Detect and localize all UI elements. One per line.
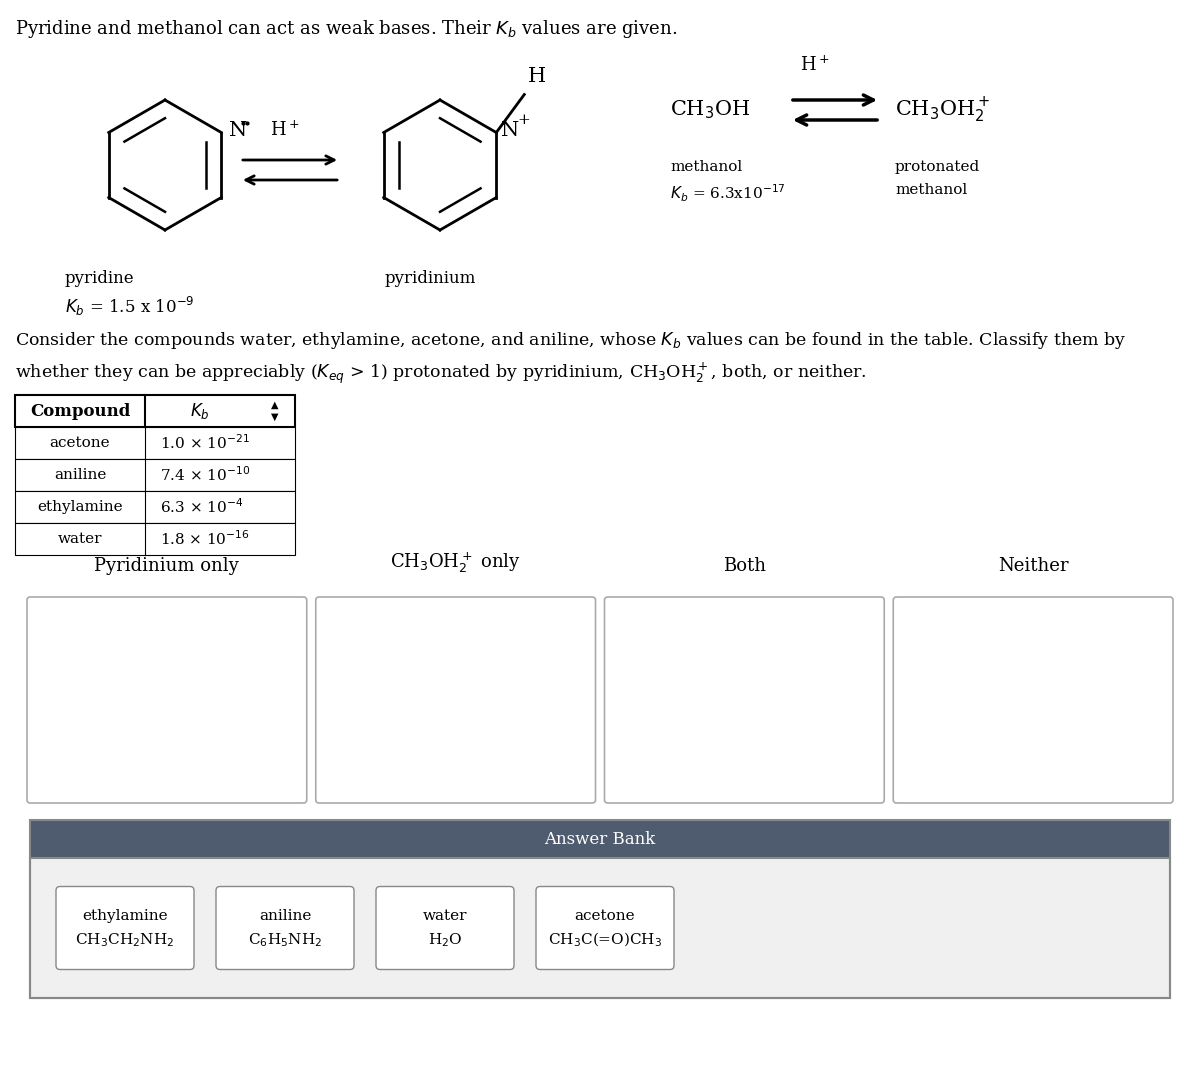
Text: N: N	[502, 121, 520, 140]
Text: acetone: acetone	[49, 435, 110, 450]
FancyBboxPatch shape	[893, 597, 1174, 803]
Bar	[14, 427, 295, 459]
Text: CH$_3$C(=O)CH$_3$: CH$_3$C(=O)CH$_3$	[548, 931, 662, 949]
Text: 6.3 × 10$^{-4}$: 6.3 × 10$^{-4}$	[160, 497, 244, 516]
Text: CH$_3$OH$_2^+$ only: CH$_3$OH$_2^+$ only	[390, 551, 521, 574]
Text: H$^+$: H$^+$	[270, 121, 300, 140]
Text: CH$_3$OH: CH$_3$OH	[670, 99, 750, 122]
FancyBboxPatch shape	[605, 597, 884, 803]
Text: ethylamine: ethylamine	[82, 909, 168, 923]
Text: pyridine: pyridine	[65, 270, 134, 287]
Text: ▼: ▼	[271, 412, 278, 421]
Text: +: +	[517, 114, 530, 127]
Text: CH$_3$OH$_2^+$: CH$_3$OH$_2^+$	[895, 96, 990, 125]
Text: water: water	[422, 909, 467, 923]
Text: $K_b$ = 1.5 x 10$^{-9}$: $K_b$ = 1.5 x 10$^{-9}$	[65, 295, 194, 318]
Text: Neither: Neither	[998, 557, 1068, 574]
Text: 7.4 × 10$^{-10}$: 7.4 × 10$^{-10}$	[160, 466, 250, 484]
Bar	[14, 395, 295, 427]
Bar	[14, 491, 295, 523]
Text: CH$_3$CH$_2$NH$_2$: CH$_3$CH$_2$NH$_2$	[76, 931, 175, 949]
FancyBboxPatch shape	[536, 886, 674, 970]
Text: methanol: methanol	[895, 184, 967, 197]
Text: Pyridinium only: Pyridinium only	[95, 557, 239, 574]
Text: H$_2$O: H$_2$O	[427, 931, 462, 949]
Text: aniline: aniline	[259, 909, 311, 923]
Text: Consider the compounds water, ethylamine, acetone, and aniline, whose $K_b$ valu: Consider the compounds water, ethylamine…	[14, 330, 1127, 351]
Text: ▲: ▲	[271, 401, 278, 411]
Text: Both: Both	[722, 557, 766, 574]
Text: 1.0 × 10$^{-21}$: 1.0 × 10$^{-21}$	[160, 433, 250, 453]
Bar	[30, 820, 1170, 998]
Text: Compound: Compound	[30, 403, 130, 419]
FancyBboxPatch shape	[376, 886, 514, 970]
Text: ethylamine: ethylamine	[37, 500, 122, 514]
Text: water: water	[58, 532, 102, 546]
FancyBboxPatch shape	[316, 597, 595, 803]
Text: aniline: aniline	[54, 468, 106, 482]
Text: $K_b$: $K_b$	[190, 401, 210, 421]
Text: Answer Bank: Answer Bank	[545, 831, 655, 847]
Bar	[30, 858, 1170, 998]
Bar	[14, 459, 295, 491]
Text: acetone: acetone	[575, 909, 635, 923]
Text: C$_6$H$_5$NH$_2$: C$_6$H$_5$NH$_2$	[248, 931, 322, 949]
Text: pyridinium: pyridinium	[385, 270, 476, 287]
FancyBboxPatch shape	[216, 886, 354, 970]
Text: N: N	[229, 121, 247, 140]
Text: whether they can be appreciably ($K_{eq}$ > 1) protonated by pyridinium, CH$_3$O: whether they can be appreciably ($K_{eq}…	[14, 359, 866, 386]
Text: methanol: methanol	[670, 160, 743, 174]
Text: H: H	[528, 67, 546, 87]
Text: H$^+$: H$^+$	[800, 55, 829, 75]
Bar	[14, 523, 295, 555]
FancyBboxPatch shape	[28, 597, 307, 803]
Text: protonated: protonated	[895, 160, 980, 174]
FancyBboxPatch shape	[56, 886, 194, 970]
Text: 1.8 × 10$^{-16}$: 1.8 × 10$^{-16}$	[160, 530, 250, 548]
Text: $K_b$ = 6.3x10$^{-17}$: $K_b$ = 6.3x10$^{-17}$	[670, 184, 786, 204]
Text: Pyridine and methanol can act as weak bases. Their $K_b$ values are given.: Pyridine and methanol can act as weak ba…	[14, 18, 677, 40]
Bar	[30, 820, 1170, 858]
